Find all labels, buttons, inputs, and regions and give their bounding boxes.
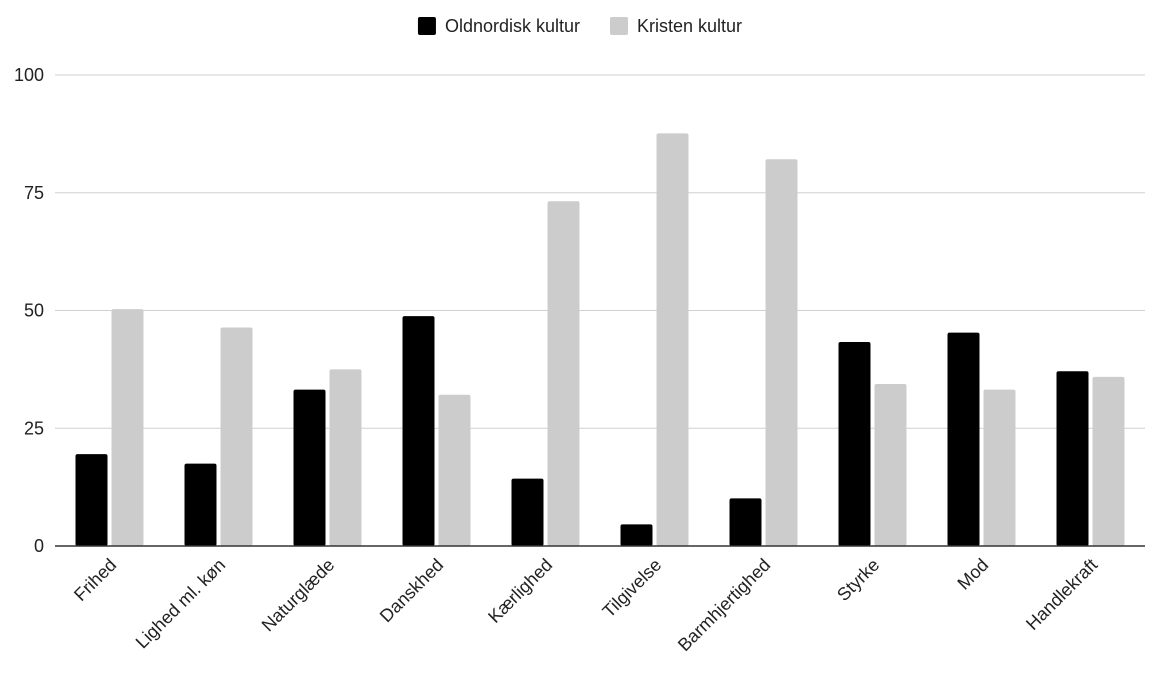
legend-swatch bbox=[610, 17, 629, 35]
legend-label: Kristen kultur bbox=[637, 16, 742, 36]
y-tick-label: 0 bbox=[34, 536, 44, 556]
x-tick-label: Handlekraft bbox=[1022, 555, 1101, 634]
bar-kristen bbox=[111, 309, 144, 546]
bar-kristen bbox=[220, 327, 253, 546]
bar-kristen bbox=[983, 389, 1016, 546]
bar-oldnordisk bbox=[402, 316, 435, 546]
y-tick-label: 100 bbox=[14, 65, 44, 85]
y-tick-label: 50 bbox=[24, 301, 44, 321]
y-tick-label: 75 bbox=[24, 183, 44, 203]
legend-swatch bbox=[417, 17, 436, 35]
bar-oldnordisk bbox=[729, 498, 762, 546]
bar-kristen bbox=[765, 159, 798, 546]
bar-oldnordisk bbox=[947, 332, 980, 546]
bar-oldnordisk bbox=[620, 524, 653, 546]
x-tick-label: Naturglæde bbox=[258, 555, 339, 636]
bar-oldnordisk bbox=[1056, 371, 1089, 546]
legend-label: Oldnordisk kultur bbox=[445, 16, 580, 36]
x-axis: Frihed Lighed ml. køn Naturglæde Danskhed Kæ… bbox=[70, 555, 1101, 655]
legend: Oldnordisk kultur Kristen kultur bbox=[417, 16, 742, 36]
bar-kristen bbox=[874, 383, 907, 546]
bar-kristen bbox=[329, 369, 362, 546]
x-tick-label: Barmhjertighed bbox=[674, 555, 774, 655]
bar-oldnordisk bbox=[511, 478, 544, 546]
bar-kristen bbox=[656, 133, 689, 547]
bar-oldnordisk bbox=[293, 389, 326, 546]
y-tick-label: 25 bbox=[24, 418, 44, 438]
legend-item: Oldnordisk kultur bbox=[417, 16, 580, 36]
gridlines bbox=[55, 74, 1145, 429]
x-tick-label: Tilgivelse bbox=[599, 555, 666, 622]
bars bbox=[75, 133, 1125, 547]
x-tick-label: Lighed ml. køn bbox=[132, 555, 230, 653]
x-tick-label: Styrke bbox=[833, 555, 883, 605]
bar-kristen bbox=[1092, 376, 1125, 546]
x-tick-label: Mod bbox=[953, 555, 992, 594]
y-axis: 0 25 50 75 100 bbox=[14, 65, 44, 556]
bar-oldnordisk bbox=[184, 463, 217, 546]
x-tick-label: Frihed bbox=[70, 555, 120, 605]
legend-item: Kristen kultur bbox=[610, 16, 742, 36]
bar-kristen bbox=[547, 201, 580, 546]
bar-kristen bbox=[438, 394, 471, 546]
x-tick-label: Danskhed bbox=[376, 555, 447, 626]
bar-oldnordisk bbox=[75, 454, 108, 546]
bar-oldnordisk bbox=[838, 342, 871, 546]
x-tick-label: Kærlighed bbox=[484, 555, 556, 627]
